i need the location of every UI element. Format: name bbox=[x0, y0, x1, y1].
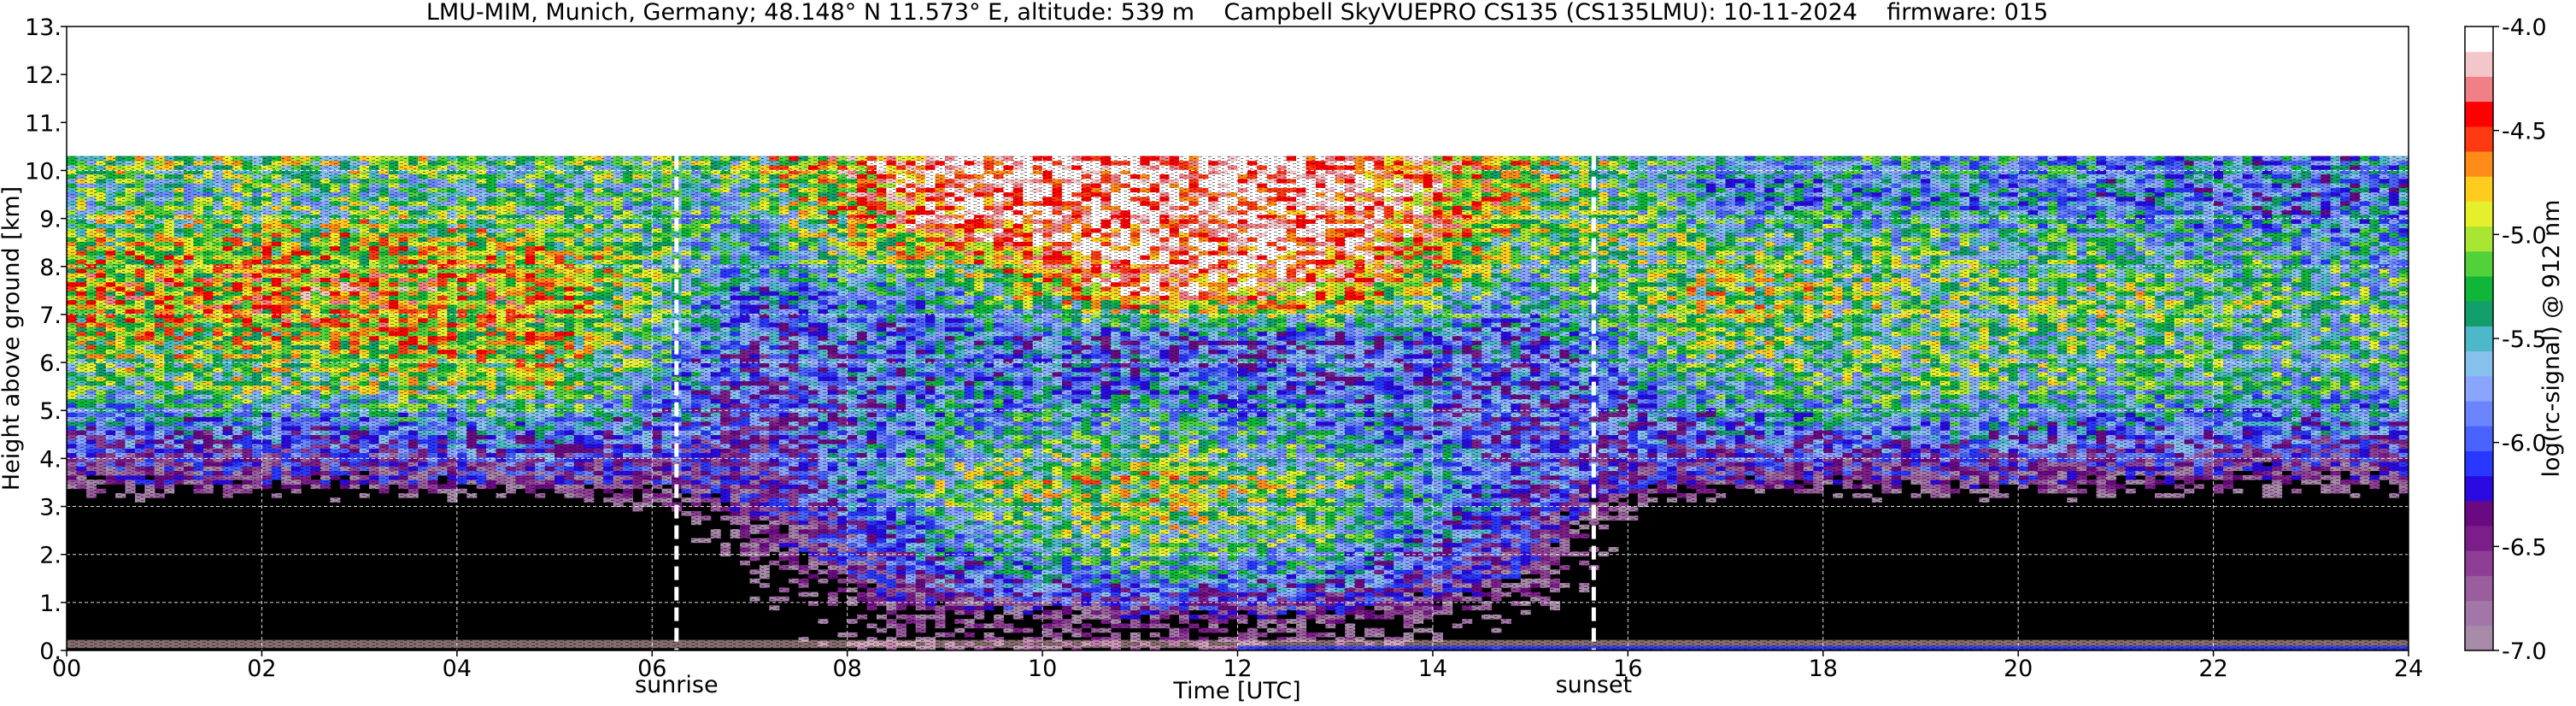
chart-title: LMU-MIM, Munich, Germany; 48.148° N 11.5… bbox=[426, 0, 2048, 26]
plot-area bbox=[66, 26, 2409, 651]
